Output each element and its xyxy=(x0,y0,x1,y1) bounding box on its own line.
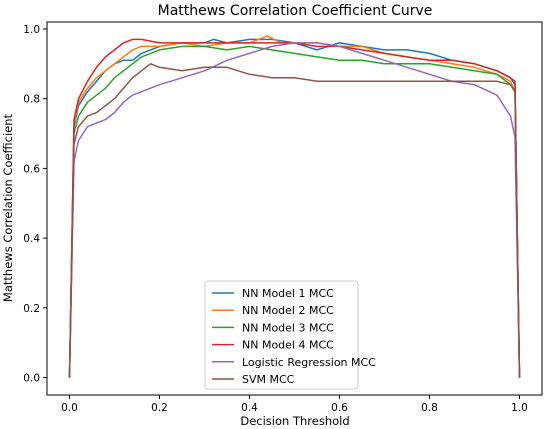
series-layer xyxy=(68,35,521,378)
y-tick-label: 0.6 xyxy=(23,163,40,175)
series-line-6 xyxy=(68,63,521,378)
chart-title: Matthews Correlation Coefficient Curve xyxy=(158,3,433,19)
y-axis-label: Matthews Correlation Coefficient xyxy=(1,113,15,302)
plot-frame xyxy=(46,21,543,396)
legend: NN Model 1 MCC NN Model 2 MCC NN Model 3 M… xyxy=(204,280,376,390)
x-axis-ticks: 0.0 0.2 0.4 0.6 0.8 1.0 xyxy=(61,395,528,414)
legend-label-5: Logistic Regression MCC xyxy=(242,356,376,369)
y-tick-label: 0.8 xyxy=(23,94,40,106)
x-tick-label: 0.0 xyxy=(61,402,78,414)
legend-label-1: NN Model 1 MCC xyxy=(242,287,334,300)
x-tick-label: 0.4 xyxy=(241,402,258,414)
y-tick-label: 0.2 xyxy=(23,303,40,315)
y-tick-label: 0.0 xyxy=(23,373,40,385)
legend-items: NN Model 1 MCC NN Model 2 MCC NN Model 3 M… xyxy=(212,287,376,386)
legend-label-6: SVM MCC xyxy=(242,373,295,386)
series-line-2 xyxy=(68,35,521,378)
series-line-4 xyxy=(68,38,521,378)
x-tick-label: 0.2 xyxy=(151,402,168,414)
legend-label-3: NN Model 3 MCC xyxy=(242,321,334,334)
legend-label-4: NN Model 4 MCC xyxy=(242,339,334,352)
x-tick-label: 1.0 xyxy=(511,402,528,414)
x-axis-label: Decision Threshold xyxy=(240,414,349,428)
series-line-5 xyxy=(68,42,521,378)
legend-box xyxy=(204,280,359,390)
series-line-3 xyxy=(68,45,521,378)
y-axis-ticks: 0.0 0.2 0.4 0.6 0.8 1.0 xyxy=(23,24,47,385)
x-tick-label: 0.6 xyxy=(331,402,348,414)
y-tick-label: 0.4 xyxy=(23,233,40,245)
x-tick-label: 0.8 xyxy=(421,402,438,414)
legend-label-2: NN Model 2 MCC xyxy=(242,304,334,317)
y-tick-label: 1.0 xyxy=(23,24,40,36)
